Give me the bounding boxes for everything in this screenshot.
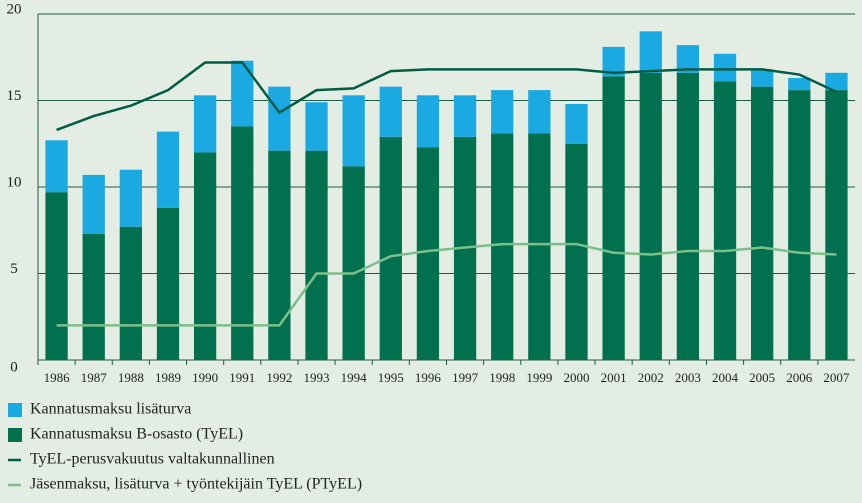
legend-swatch	[8, 403, 22, 417]
bar	[491, 133, 514, 360]
bar	[82, 233, 105, 360]
y-tick-label: 20	[7, 1, 22, 17]
line	[56, 242, 837, 327]
bar	[119, 226, 142, 360]
bar	[825, 72, 848, 91]
bar	[713, 53, 737, 82]
x-tick-label: 2001	[601, 370, 627, 385]
bar	[602, 76, 625, 360]
y-tick-label: 0	[10, 359, 18, 375]
x-tick-label: 1989	[155, 370, 181, 385]
bar	[639, 72, 662, 360]
x-tick-label: 1992	[266, 370, 292, 385]
bar	[193, 152, 217, 360]
bar	[305, 150, 328, 360]
x-tick-label: 1991	[229, 370, 255, 385]
bar	[416, 95, 440, 148]
bar	[156, 131, 180, 208]
x-tick-label: 1990	[192, 370, 218, 385]
x-tick-label: 1986	[44, 370, 71, 385]
x-tick-label: 2007	[823, 370, 850, 385]
y-tick-label: 10	[7, 174, 22, 190]
legend-label: Jäsenmaksu, lisäturva + työntekijäin TyE…	[30, 476, 362, 493]
bar	[193, 95, 217, 153]
bar	[453, 95, 477, 137]
bar	[45, 192, 68, 360]
bar	[45, 140, 68, 193]
bar	[119, 169, 142, 227]
bar	[268, 86, 291, 151]
bar	[528, 90, 551, 134]
bar	[231, 60, 254, 127]
x-tick-label: 2003	[675, 370, 701, 385]
bar	[268, 150, 291, 360]
x-tick-label: 2000	[563, 370, 589, 385]
legend-label: Kannatusmaksu lisäturva	[30, 401, 191, 418]
x-tick-label: 2006	[786, 370, 813, 385]
bar	[602, 46, 625, 77]
x-tick-label: 1995	[378, 370, 404, 385]
bar	[342, 166, 365, 360]
x-tick-label: 1998	[489, 370, 515, 385]
bar	[231, 126, 254, 360]
legend-swatch	[8, 428, 22, 442]
bar	[825, 90, 848, 361]
bar	[565, 143, 588, 360]
bar	[676, 72, 700, 360]
bar	[379, 136, 402, 360]
x-tick-label: 1996	[415, 370, 442, 385]
y-tick-label: 5	[10, 261, 18, 277]
x-tick-label: 2004	[712, 370, 739, 385]
bar	[416, 147, 440, 360]
y-tick-label: 15	[7, 88, 22, 104]
bar	[639, 31, 662, 73]
legend-label: Kannatusmaksu B-osasto (TyEL)	[30, 426, 243, 443]
bar	[491, 90, 514, 134]
bar	[676, 45, 700, 73]
bar	[379, 86, 402, 137]
x-tick-label: 1988	[118, 370, 144, 385]
x-tick-label: 1993	[304, 370, 330, 385]
bar	[528, 133, 551, 360]
bar	[713, 81, 737, 360]
bar	[751, 69, 774, 87]
bar	[342, 95, 365, 167]
x-tick-label: 2005	[749, 370, 775, 385]
bar	[788, 78, 811, 91]
x-tick-label: 1987	[81, 370, 108, 385]
bar	[788, 90, 811, 361]
x-tick-label: 2002	[638, 370, 664, 385]
line	[56, 61, 837, 132]
x-tick-label: 1997	[452, 370, 479, 385]
bar	[751, 86, 774, 360]
x-tick-label: 1994	[341, 370, 368, 385]
x-tick-label: 1999	[526, 370, 552, 385]
bar	[82, 174, 105, 234]
bar	[305, 102, 328, 151]
legend-label: TyEL-perusvakuutus valtakunnallinen	[30, 451, 275, 468]
bar	[156, 207, 180, 360]
bar	[565, 103, 588, 144]
